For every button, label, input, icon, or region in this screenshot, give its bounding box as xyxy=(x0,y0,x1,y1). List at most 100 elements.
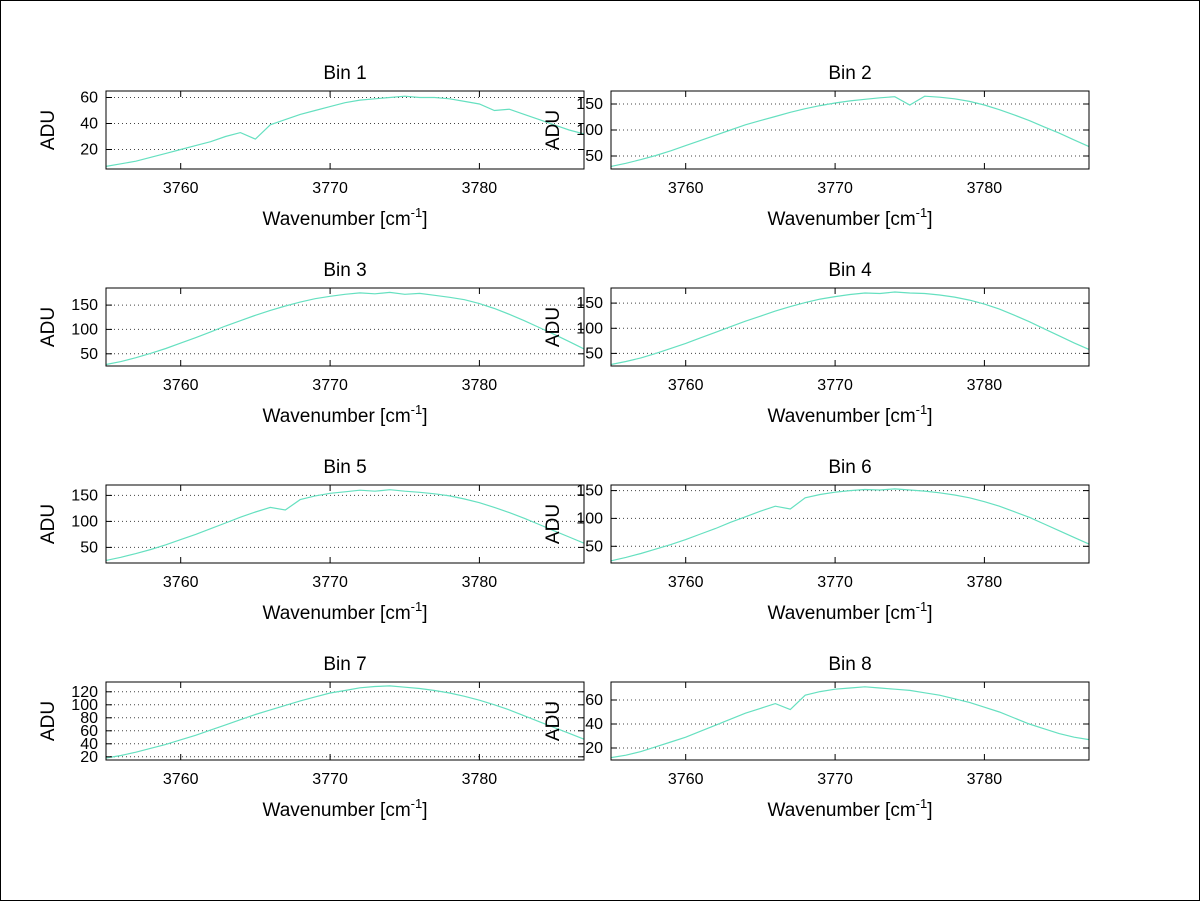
x-tick-label: 3770 xyxy=(312,771,348,788)
y-tick-label: 150 xyxy=(71,487,98,504)
axes-box xyxy=(105,484,585,564)
plot-svg: 3760 3770 3780 50 100 150 Bin 6 Wavenumber [cm-… xyxy=(543,457,1090,624)
x-tick-label: 3780 xyxy=(462,574,498,591)
y-axis-label: ADU xyxy=(38,110,59,150)
x-axis-label: Wavenumber [cm-1] xyxy=(767,402,932,427)
plot-svg: 3760 3770 3780 50 100 150 Bin 2 Wavenumber [cm-… xyxy=(543,63,1090,230)
chart-title: Bin 2 xyxy=(828,63,871,84)
x-axis-label: Wavenumber [cm-1] xyxy=(767,205,932,230)
x-tick-label: 3780 xyxy=(462,180,498,197)
x-tick-label: 3760 xyxy=(163,771,199,788)
y-tick-label: 60 xyxy=(585,692,603,709)
y-tick-label: 150 xyxy=(576,483,603,500)
x-tick-label: 3760 xyxy=(668,377,704,394)
y-tick-label: 20 xyxy=(585,740,603,757)
subplot-bin-6: 3760 3770 3780 50 100 150 Bin 6 Wavenumber [cm-… xyxy=(519,457,1119,657)
axes-box xyxy=(610,681,1090,761)
axes-box xyxy=(610,90,1090,170)
x-tick-label: 3760 xyxy=(668,771,704,788)
y-tick-label: 100 xyxy=(71,697,98,714)
x-tick-label: 3770 xyxy=(312,377,348,394)
y-tick-label: 150 xyxy=(576,96,603,113)
y-tick-label: 40 xyxy=(80,116,98,133)
x-tick-label: 3770 xyxy=(312,574,348,591)
spectrum-line xyxy=(105,291,585,366)
y-axis-label: ADU xyxy=(543,504,564,544)
x-tick-label: 3760 xyxy=(163,180,199,197)
subplot-bin-4: 3760 3770 3780 50 100 150 Bin 4 Wavenumber [cm-… xyxy=(519,260,1119,460)
subplot-bin-2: 3760 3770 3780 50 100 150 Bin 2 Wavenumber [cm-… xyxy=(519,63,1119,263)
x-tick-label: 3760 xyxy=(163,574,199,591)
subplot-bin-7: 3760 3770 3780 20 40 60 80 100 120 Bin 7 Wavenumbe… xyxy=(14,654,614,854)
x-axis-label: Wavenumber [cm-1] xyxy=(262,599,427,624)
y-axis-label: ADU xyxy=(38,307,59,347)
x-tick-label: 3780 xyxy=(967,574,1003,591)
plot-svg: 3760 3770 3780 50 100 150 Bin 5 Wavenumber [cm-… xyxy=(38,457,585,624)
plot-svg: 3760 3770 3780 20 40 60 Bin 1 Wavenumber [cm-1]… xyxy=(38,63,585,230)
spectrum-line xyxy=(610,291,1090,366)
spectrum-line xyxy=(105,685,585,759)
y-tick-label: 100 xyxy=(71,321,98,338)
chart-title: Bin 5 xyxy=(323,457,366,478)
x-tick-label: 3780 xyxy=(462,377,498,394)
x-tick-label: 3760 xyxy=(668,574,704,591)
x-axis-label: Wavenumber [cm-1] xyxy=(262,402,427,427)
y-tick-label: 40 xyxy=(585,716,603,733)
y-tick-label: 50 xyxy=(585,148,603,165)
x-tick-label: 3760 xyxy=(668,180,704,197)
x-axis-label: Wavenumber [cm-1] xyxy=(767,796,932,821)
subplot-bin-5: 3760 3770 3780 50 100 150 Bin 5 Wavenumber [cm-… xyxy=(14,457,614,657)
axes-box xyxy=(105,681,585,761)
spectrum-line xyxy=(105,489,585,561)
chart-title: Bin 7 xyxy=(323,654,366,675)
y-axis-label: ADU xyxy=(543,110,564,150)
x-tick-label: 3780 xyxy=(967,771,1003,788)
y-tick-label: 150 xyxy=(576,295,603,312)
chart-title: Bin 4 xyxy=(828,260,872,281)
plot-svg: 3760 3770 3780 20 40 60 Bin 8 Wavenumber [cm-1]… xyxy=(543,654,1090,821)
x-axis-label: Wavenumber [cm-1] xyxy=(262,205,427,230)
plot-svg: 3760 3770 3780 50 100 150 Bin 3 Wavenumber [cm-… xyxy=(38,260,585,427)
subplot-bin-3: 3760 3770 3780 50 100 150 Bin 3 Wavenumber [cm-… xyxy=(14,260,614,460)
subplot-bin-8: 3760 3770 3780 20 40 60 Bin 8 Wavenumber [cm-1]… xyxy=(519,654,1119,854)
y-tick-label: 50 xyxy=(585,345,603,362)
y-tick-label: 80 xyxy=(80,710,98,727)
subplot-bin-1: 3760 3770 3780 20 40 60 Bin 1 Wavenumber [cm-1]… xyxy=(14,63,614,263)
y-tick-label: 100 xyxy=(71,513,98,530)
spectrum-line xyxy=(610,488,1090,562)
y-tick-label: 100 xyxy=(576,510,603,527)
y-tick-label: 50 xyxy=(80,539,98,556)
y-tick-label: 150 xyxy=(71,297,98,314)
y-axis-label: ADU xyxy=(38,701,59,741)
x-tick-label: 3780 xyxy=(462,771,498,788)
y-tick-label: 20 xyxy=(80,142,98,159)
spectrum-line xyxy=(610,95,1090,167)
x-tick-label: 3770 xyxy=(312,180,348,197)
chart-title: Bin 1 xyxy=(323,63,366,84)
y-tick-label: 50 xyxy=(585,538,603,555)
axes-box xyxy=(610,484,1090,564)
x-tick-label: 3770 xyxy=(817,771,853,788)
plot-svg: 3760 3770 3780 50 100 150 Bin 4 Wavenumber [cm-… xyxy=(543,260,1090,427)
chart-title: Bin 3 xyxy=(323,260,366,281)
x-tick-label: 3770 xyxy=(817,180,853,197)
axes-box xyxy=(610,287,1090,367)
y-tick-label: 100 xyxy=(576,320,603,337)
x-axis-label: Wavenumber [cm-1] xyxy=(767,599,932,624)
chart-title: Bin 8 xyxy=(828,654,871,675)
x-axis-label: Wavenumber [cm-1] xyxy=(262,796,427,821)
y-tick-label: 40 xyxy=(80,736,98,753)
y-tick-label: 60 xyxy=(80,723,98,740)
y-tick-label: 100 xyxy=(576,122,603,139)
y-tick-label: 20 xyxy=(80,749,98,766)
y-axis-label: ADU xyxy=(543,307,564,347)
axes-box xyxy=(105,90,585,170)
chart-title: Bin 6 xyxy=(828,457,871,478)
x-tick-label: 3760 xyxy=(163,377,199,394)
spectrum-line xyxy=(105,95,585,167)
x-tick-label: 3780 xyxy=(967,377,1003,394)
axes-box xyxy=(105,287,585,367)
y-tick-label: 50 xyxy=(80,346,98,363)
